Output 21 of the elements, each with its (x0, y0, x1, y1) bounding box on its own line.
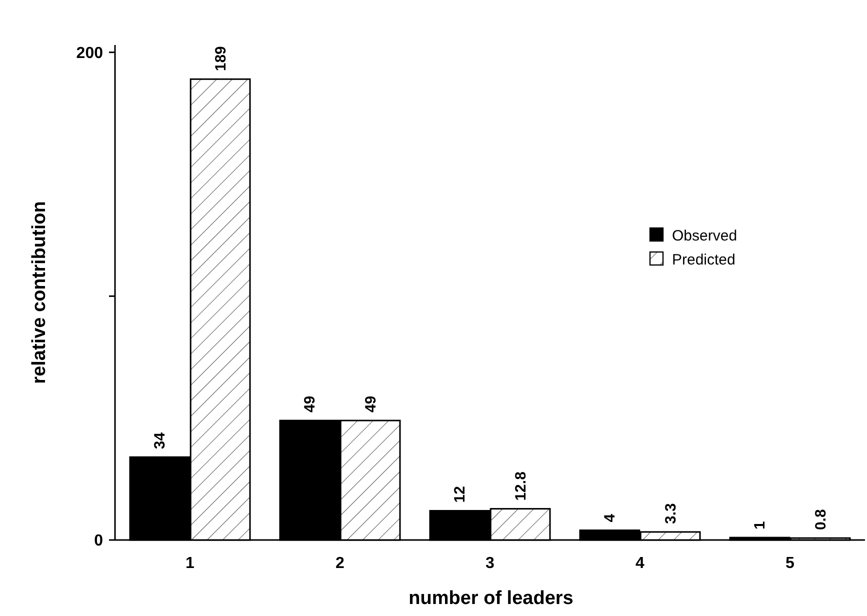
y-tick-label: 200 (76, 44, 104, 62)
data-label: 34 (152, 432, 169, 450)
data-label: 4 (602, 513, 619, 522)
y-axis-title: relative contribution (29, 201, 50, 384)
data-label: 189 (212, 46, 230, 72)
x-tick-label: 4 (636, 555, 645, 572)
x-tick-label: 1 (186, 555, 195, 572)
data-label: 49 (302, 396, 319, 413)
x-tick-label: 2 (336, 555, 345, 572)
data-label: 1 (752, 521, 769, 530)
data-label: 12 (452, 486, 469, 503)
legend-label: Observed (672, 227, 738, 244)
legend-label: Predicted (672, 251, 736, 268)
data-label: 12.8 (512, 472, 530, 501)
x-tick-label: 3 (486, 555, 495, 572)
x-tick-label: 5 (786, 555, 795, 572)
data-label: 3.3 (662, 503, 680, 524)
x-axis-title: number of leaders (408, 588, 574, 609)
data-label: 49 (362, 396, 380, 413)
data-label: 0.8 (812, 509, 830, 530)
y-tick-label: 0 (94, 532, 104, 550)
